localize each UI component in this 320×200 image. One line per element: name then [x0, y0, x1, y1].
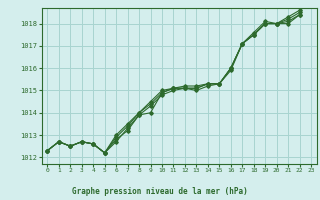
Text: Graphe pression niveau de la mer (hPa): Graphe pression niveau de la mer (hPa): [72, 187, 248, 196]
